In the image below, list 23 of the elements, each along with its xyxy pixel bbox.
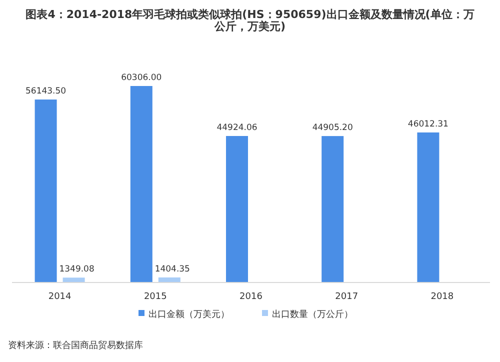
x-tick-label: 2016 — [240, 292, 263, 302]
legend-label: 出口金额（万美元） — [148, 309, 230, 320]
x-tick-label: 2014 — [48, 292, 72, 302]
data-label: 44924.06 — [216, 122, 258, 133]
bar — [158, 277, 180, 282]
x-tick-label: 2015 — [144, 292, 167, 302]
data-label: 1404.35 — [154, 264, 190, 274]
data-label: 1349.08 — [59, 264, 94, 275]
bar — [322, 136, 344, 282]
text: 资料来源：联合国商品贸易数据库 — [8, 340, 143, 351]
bar — [417, 132, 440, 282]
x-tick-label: 2017 — [335, 292, 358, 302]
bar — [226, 136, 248, 282]
data-label: 46012.31 — [408, 119, 448, 130]
data-label: 44905.20 — [312, 123, 353, 134]
bar — [62, 278, 85, 282]
legend-label: 出口数量（万公斤） — [272, 309, 353, 320]
data-label: 56143.50 — [26, 86, 66, 97]
x-tick-label: 2018 — [430, 292, 454, 302]
bar — [34, 100, 57, 282]
chart-title: 图表4：2014-2018年羽毛球拍或类似球拍(HS：950659)出口金额及数量情况(单位：万公斤，万美元) — [26, 8, 474, 33]
bar — [130, 86, 152, 282]
data-label: 60306.00 — [121, 73, 162, 83]
